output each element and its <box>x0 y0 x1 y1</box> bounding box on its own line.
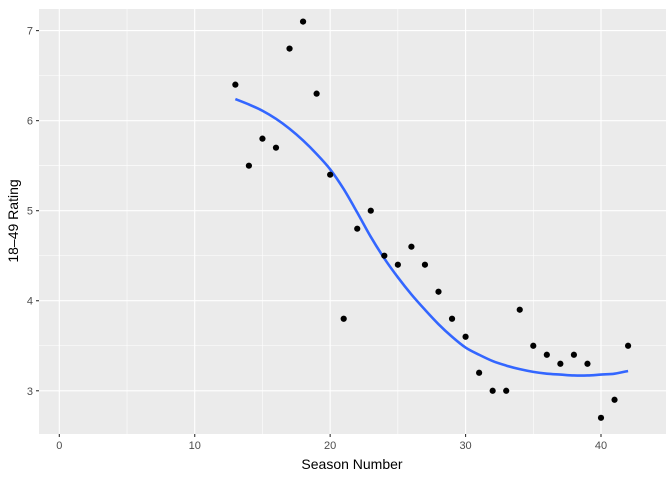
data-point <box>299 18 307 25</box>
data-point <box>489 387 496 394</box>
y-axis-title: 18–49 Rating <box>5 179 21 262</box>
data-point <box>543 351 550 358</box>
x-axis: 0 10 20 30 40 <box>56 434 607 452</box>
data-point <box>503 387 510 394</box>
data-point <box>286 45 293 52</box>
data-points <box>232 18 632 421</box>
data-point <box>259 135 266 142</box>
grid-minor <box>39 9 666 434</box>
y-tick-label: 5 <box>27 206 33 218</box>
smooth-trend-line <box>234 97 629 377</box>
data-point <box>327 171 334 178</box>
x-tick-label: 20 <box>324 440 336 452</box>
grid-major <box>39 9 666 434</box>
data-point <box>530 342 537 349</box>
data-point <box>340 315 347 322</box>
y-axis: 3 4 5 6 7 <box>27 26 39 398</box>
data-point <box>232 81 239 88</box>
data-point <box>570 351 578 358</box>
data-point <box>435 288 442 295</box>
data-point <box>354 225 361 232</box>
y-tick-label: 6 <box>27 116 33 128</box>
data-point <box>367 207 374 214</box>
data-point <box>597 414 605 421</box>
plot-panel <box>39 9 666 434</box>
data-point <box>421 261 429 268</box>
data-point <box>394 261 401 268</box>
data-point <box>272 144 280 151</box>
data-point <box>462 333 469 340</box>
y-tick-label: 3 <box>27 386 33 398</box>
y-tick-label: 4 <box>27 296 33 308</box>
data-point <box>381 252 388 259</box>
data-point <box>557 360 564 367</box>
data-point <box>408 243 415 250</box>
x-axis-title: Season Number <box>301 456 403 472</box>
data-point <box>245 162 253 169</box>
data-point <box>448 315 456 322</box>
x-tick-label: 40 <box>595 440 607 452</box>
data-point <box>624 342 632 349</box>
data-point <box>611 396 618 403</box>
y-tick-label: 7 <box>27 26 33 38</box>
x-tick-label: 0 <box>56 440 62 452</box>
data-point <box>313 90 320 97</box>
data-point <box>516 306 523 313</box>
data-point <box>476 369 483 376</box>
data-point <box>584 360 591 367</box>
x-tick-label: 10 <box>189 440 201 452</box>
x-tick-label: 30 <box>459 440 471 452</box>
